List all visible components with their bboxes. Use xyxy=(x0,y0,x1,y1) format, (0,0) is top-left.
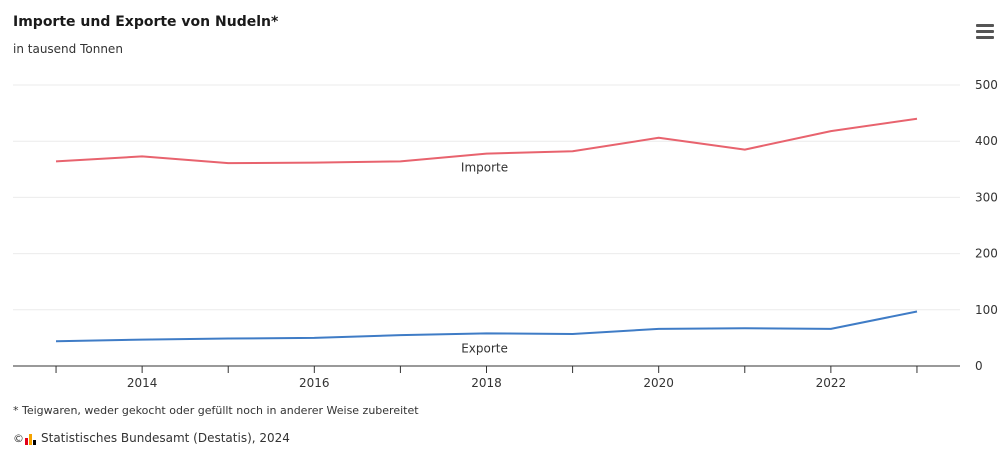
x-tick-label: 2022 xyxy=(816,376,847,390)
x-tick-label: 2018 xyxy=(471,376,502,390)
y-tick-label: 100 xyxy=(975,303,998,317)
chart-subtitle: in tausend Tonnen xyxy=(13,42,123,56)
x-tick-label: 2020 xyxy=(643,376,674,390)
x-tick-label: 2016 xyxy=(299,376,330,390)
y-axis-tick-labels: 0 100 200 300 400 500 xyxy=(975,78,998,373)
y-tick-label: 300 xyxy=(975,190,998,204)
series-line-exporte[interactable] xyxy=(55,310,918,343)
series-line-importe[interactable] xyxy=(55,117,918,165)
footnote: * Teigwaren, weder gekocht oder gefüllt … xyxy=(13,404,419,417)
x-axis-tick-labels: 2014 2016 2018 2020 2022 xyxy=(127,376,846,390)
y-tick-label: 500 xyxy=(975,78,998,92)
line-chart: 0 100 200 300 400 500 2014 2016 2018 2020 2022 Im… xyxy=(13,78,998,390)
credits-text: Statistisches Bundesamt (Destatis), 2024 xyxy=(41,431,290,445)
x-tick-label: 2014 xyxy=(127,376,158,390)
gridlines xyxy=(13,84,960,311)
source-credits[interactable]: © Statistisches Bundesamt (Destatis), 20… xyxy=(13,431,290,445)
chart-title: Importe und Exporte von Nudeln* xyxy=(13,14,279,30)
x-axis xyxy=(13,365,960,373)
hamburger-menu-icon[interactable] xyxy=(976,24,996,40)
destatis-logo-icon xyxy=(25,433,37,445)
series-label-exporte: Exporte xyxy=(461,342,508,356)
copyright-symbol: © xyxy=(13,431,24,445)
y-tick-label: 200 xyxy=(975,247,998,261)
y-tick-label: 400 xyxy=(975,134,998,148)
series-labels: Importe Exporte xyxy=(461,160,508,355)
series-label-importe: Importe xyxy=(461,160,508,174)
series-lines xyxy=(55,117,918,343)
y-tick-label: 0 xyxy=(975,359,983,373)
